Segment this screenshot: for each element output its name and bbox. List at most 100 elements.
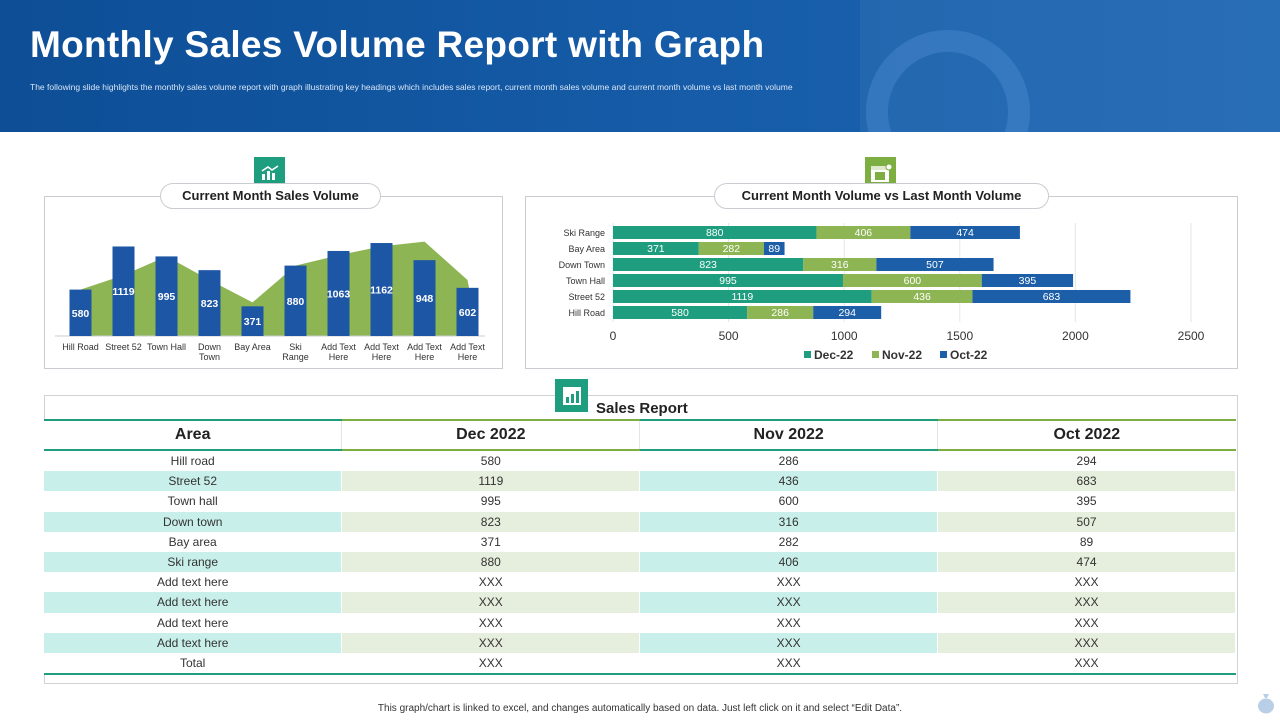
page-subtitle: The following slide highlights the month… <box>30 82 793 92</box>
table-cell: XXX <box>937 612 1236 633</box>
sales-volume-chart: 580 1119 995 823 371 880 1063 1162 948 602 Hill Ro… <box>55 241 485 362</box>
report-chart-icon <box>555 379 588 412</box>
table-row: Total XXX XXX XXX <box>44 652 1236 676</box>
bar-segment <box>972 290 1131 303</box>
category-label: Add Text Here <box>407 342 442 362</box>
bar <box>69 289 92 336</box>
data-label: 507 <box>926 259 944 271</box>
data-label: 371 <box>647 243 665 255</box>
table-row: Bay area 371 282 89 <box>44 531 1236 552</box>
column-header: Dec 2022 <box>341 419 640 451</box>
bar-segment <box>613 274 844 287</box>
bar-segment <box>803 258 877 271</box>
bar-segment <box>747 306 814 319</box>
table-cell: Add text here <box>44 572 343 593</box>
data-label: 282 <box>723 243 741 255</box>
legend-label: Nov-22 <box>882 348 922 362</box>
category-label: Add Text Here <box>450 342 485 362</box>
data-label: 371 <box>244 316 262 328</box>
data-label: 995 <box>158 291 176 303</box>
table-row: Street 52 1119 436 683 <box>44 471 1236 492</box>
data-label: 995 <box>719 275 737 287</box>
bar-segment <box>843 274 982 287</box>
table-cell: 600 <box>639 491 939 512</box>
legend-label: Dec-22 <box>814 348 854 362</box>
volume-comparison-title: Current Month Volume vs Last Month Volum… <box>714 183 1049 209</box>
bar-segment <box>763 242 785 255</box>
category-label: Bay Area <box>568 244 605 254</box>
category-label: Bay Area <box>234 342 271 352</box>
data-label: 1119 <box>731 291 753 303</box>
legend-swatch <box>872 351 879 358</box>
legend-swatch <box>804 351 811 358</box>
table-cell: 395 <box>937 491 1236 512</box>
data-label: 602 <box>459 307 477 319</box>
table-cell: XXX <box>937 592 1236 613</box>
table-cell: 1119 <box>341 471 641 492</box>
sales-volume-title: Current Month Sales Volume <box>160 183 381 209</box>
data-label: 406 <box>855 227 873 239</box>
header-banner: Monthly Sales Volume Report with Graph T… <box>0 0 1280 132</box>
table-cell: Add text here <box>44 632 343 653</box>
table-row: Ski range 880 406 474 <box>44 551 1236 573</box>
table-cell: XXX <box>639 632 939 653</box>
sales-report-table: Area Dec 2022 Nov 2022 Oct 2022 Hill roa… <box>44 419 1236 676</box>
bar <box>155 256 178 336</box>
bar-segment <box>613 226 817 239</box>
category-label: Ski Range <box>563 228 605 238</box>
data-label: 294 <box>838 307 856 319</box>
x-tick-label: 1000 <box>831 329 858 343</box>
category-label: Street 52 <box>568 292 605 302</box>
bar-segment <box>613 290 872 303</box>
bar-segment <box>910 226 1020 239</box>
table-cell: XXX <box>341 612 641 633</box>
data-label: 436 <box>913 291 931 303</box>
category-label: Down Town <box>559 260 605 270</box>
data-label: 1063 <box>327 288 351 300</box>
data-label: 600 <box>904 275 922 287</box>
table-cell: 580 <box>341 450 641 472</box>
column-header: Area <box>44 419 342 451</box>
sales-report-title: Sales Report <box>596 400 688 417</box>
table-row: Add text here XXX XXX XXX <box>44 612 1236 633</box>
table-cell: 474 <box>937 551 1236 573</box>
category-label: Street 52 <box>105 342 142 352</box>
bar-segment <box>698 242 764 255</box>
bar-segment <box>816 226 911 239</box>
data-label: 948 <box>416 293 434 305</box>
bar <box>413 260 436 336</box>
bar <box>198 270 221 336</box>
table-cell: 286 <box>639 450 939 472</box>
table-cell: 282 <box>639 531 939 552</box>
table-cell: XXX <box>341 652 641 676</box>
table-cell: 406 <box>639 551 939 573</box>
data-label: 823 <box>699 259 717 271</box>
data-label: 316 <box>831 259 849 271</box>
table-cell: Town hall <box>44 491 343 512</box>
table-row: Down town 823 316 507 <box>44 511 1236 532</box>
x-tick-label: 2000 <box>1062 329 1089 343</box>
table-cell: 823 <box>341 511 641 532</box>
category-label: Add Text Here <box>364 342 399 362</box>
table-cell: XXX <box>937 632 1236 653</box>
bar <box>370 243 393 336</box>
table-row: Add text here XXX XXX XXX <box>44 592 1236 613</box>
column-header: Oct 2022 <box>937 419 1236 451</box>
table-cell: 371 <box>341 531 641 552</box>
table-cell: XXX <box>639 592 939 613</box>
category-label: Ski Range <box>282 342 309 362</box>
bar-segment <box>981 274 1074 287</box>
bar-segment <box>871 290 973 303</box>
table-cell: Bay area <box>44 531 343 552</box>
table-cell: Add text here <box>44 592 343 613</box>
category-label: Down Town <box>198 342 221 362</box>
table-row: Town hall 995 600 395 <box>44 491 1236 512</box>
table-cell: Street 52 <box>44 471 343 492</box>
data-label: 1119 <box>112 286 134 298</box>
data-label: 823 <box>201 298 219 310</box>
table-cell: 507 <box>937 511 1236 532</box>
legend-swatch <box>940 351 947 358</box>
table-cell: XXX <box>341 572 641 593</box>
bar <box>284 265 307 336</box>
growth-chart-icon <box>254 157 285 188</box>
